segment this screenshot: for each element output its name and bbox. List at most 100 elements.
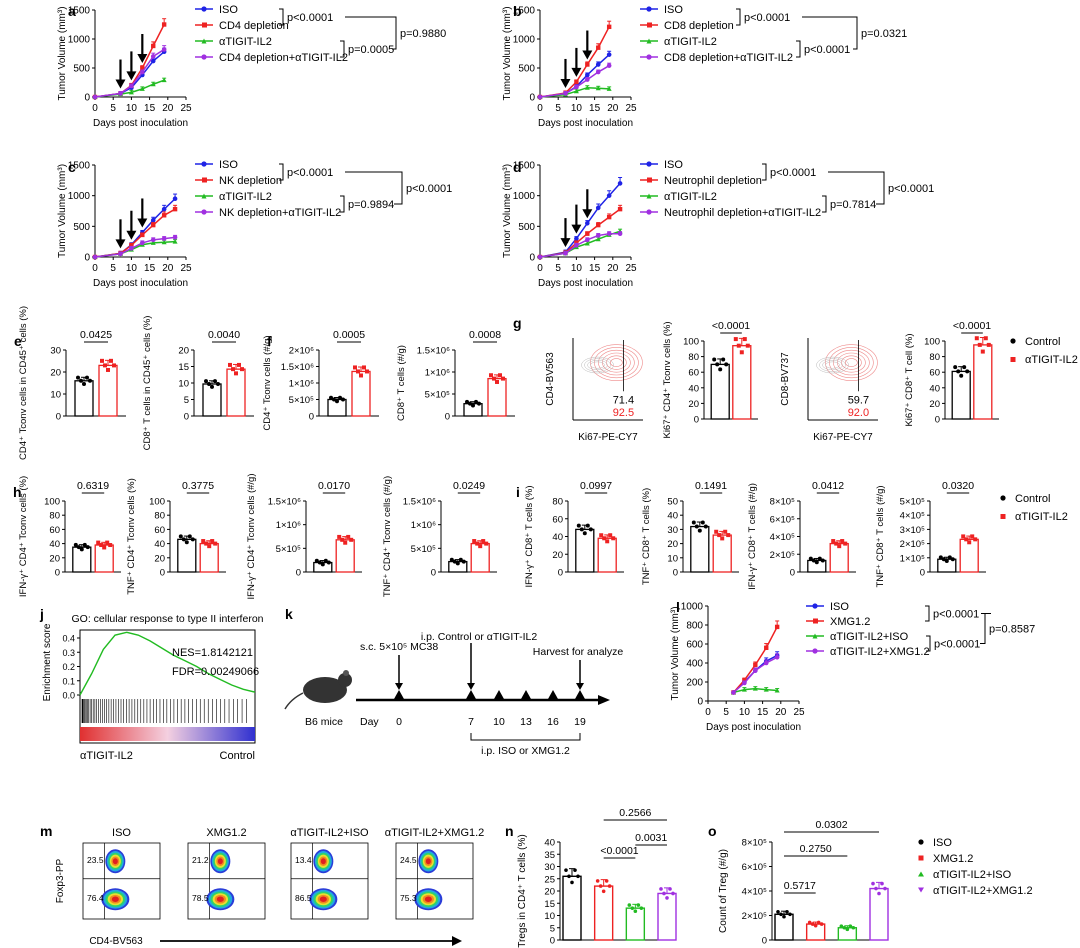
data-point — [617, 231, 623, 236]
bracket-2 — [796, 40, 801, 58]
y-tick-label: 10 — [50, 390, 61, 401]
y-tick-label: 1500 — [68, 6, 91, 17]
legend-label: ISO — [830, 601, 849, 613]
y-tick-label: 5×10⁵ — [900, 497, 925, 508]
group-bar — [657, 892, 677, 941]
y-tick-label: 40 — [929, 383, 940, 394]
group-bar — [593, 885, 614, 941]
y-tick-label: 1000 — [681, 602, 704, 613]
y-tick-label: 60 — [688, 368, 699, 379]
data-point — [79, 547, 84, 552]
data-point — [718, 367, 723, 372]
legend-label: CD4 depletion+αTIGIT-IL2 — [219, 52, 348, 64]
rank-left-label: αTIGIT-IL2 — [80, 750, 133, 762]
legend-label: Control — [1025, 336, 1060, 348]
data-point — [941, 557, 946, 562]
y-tick-label: 20 — [178, 346, 189, 357]
y-tick-label: 20 — [50, 368, 61, 379]
data-point — [595, 879, 600, 883]
data-point — [106, 367, 110, 372]
mouse-illustration — [303, 677, 347, 703]
series-line-2 — [539, 86, 610, 98]
nes-value: NES=1.8142121 — [172, 647, 253, 659]
data-point — [79, 378, 83, 383]
flow-contour — [833, 349, 870, 376]
x-tick-label: 10 — [126, 263, 138, 274]
data-point — [314, 558, 319, 563]
legend-label: NK depletion+αTIGIT-IL2 — [219, 207, 341, 219]
data-point — [712, 357, 717, 362]
data-point — [129, 83, 134, 89]
data-point — [474, 399, 478, 404]
timeline-arrowhead — [598, 695, 610, 705]
data-point — [874, 886, 878, 891]
data-point — [187, 534, 192, 539]
y-tick-label: 0 — [55, 568, 60, 579]
data-point — [974, 336, 979, 341]
data-point — [129, 246, 134, 251]
data-point — [181, 537, 186, 542]
y-tick-label: 50 — [667, 497, 678, 508]
y-tick-label: 6×10⁵ — [742, 862, 767, 873]
data-point — [108, 543, 113, 548]
y-axis-title: Tumor Volume (mm³) — [57, 6, 68, 100]
legend-label: ISO — [933, 837, 952, 849]
p-value: 0.0031 — [635, 832, 667, 844]
data-point — [639, 906, 644, 910]
y-axis-title: TNF⁺ CD8⁺ T cells (#/g) — [875, 485, 886, 587]
gsea-title: GO: cellular response to type II interfe… — [71, 613, 263, 625]
gsea-frame — [79, 629, 256, 744]
day-label: Day — [360, 716, 379, 728]
data-point — [964, 537, 969, 542]
data-point — [595, 233, 601, 238]
y-tick-label: 60 — [929, 368, 940, 379]
legend-label: αTIGIT-IL2 — [1025, 354, 1078, 366]
legend-marker — [812, 603, 818, 609]
data-point — [724, 362, 729, 367]
data-point — [585, 72, 590, 78]
enrichment-curve — [79, 631, 256, 696]
data-point — [85, 545, 90, 550]
bracket-1 — [762, 163, 767, 181]
data-point — [595, 236, 601, 242]
bar-treatment — [597, 537, 617, 573]
data-point — [563, 251, 568, 256]
data-point — [788, 912, 792, 917]
x-tick-label: 15 — [144, 263, 156, 274]
flow-x-label: Ki67-PE-CY7 — [813, 432, 873, 443]
data-point — [150, 58, 156, 64]
data-point — [636, 903, 641, 907]
arrow-head — [560, 238, 571, 248]
data-point — [472, 539, 477, 544]
flow-plot-frame — [82, 842, 161, 920]
data-point — [627, 903, 632, 907]
arrow-head — [115, 79, 126, 89]
y-tick-label: 1.5×10⁶ — [417, 346, 450, 357]
data-point — [779, 912, 783, 917]
y-tick-label: 15 — [544, 899, 555, 910]
series-line-0 — [539, 54, 610, 98]
y-tick-label: 1.5×10⁶ — [268, 497, 301, 508]
data-point — [161, 77, 167, 83]
flow-contour — [610, 358, 623, 367]
data-point — [335, 399, 339, 404]
flow-x-label: Ki67-PE-CY7 — [578, 432, 638, 443]
data-point — [880, 881, 884, 886]
y-tick-label: 0 — [160, 568, 165, 579]
data-point — [349, 537, 354, 542]
bracket-2 — [822, 195, 827, 213]
bracket-2 — [340, 195, 345, 213]
y-axis-title: Enrichment score — [42, 623, 53, 701]
data-point — [595, 85, 601, 91]
data-point — [584, 85, 590, 90]
p-value: p=0.8587 — [989, 624, 1035, 636]
y-tick-label: 0.1 — [62, 676, 75, 686]
p-value: p=0.7814 — [830, 199, 876, 211]
p-value: <0.0001 — [953, 320, 991, 332]
data-point — [733, 337, 738, 342]
flow-contour — [845, 358, 858, 367]
data-point — [630, 906, 635, 910]
y-tick-label: 35 — [544, 850, 555, 861]
data-point — [100, 358, 104, 363]
data-point — [237, 362, 241, 367]
